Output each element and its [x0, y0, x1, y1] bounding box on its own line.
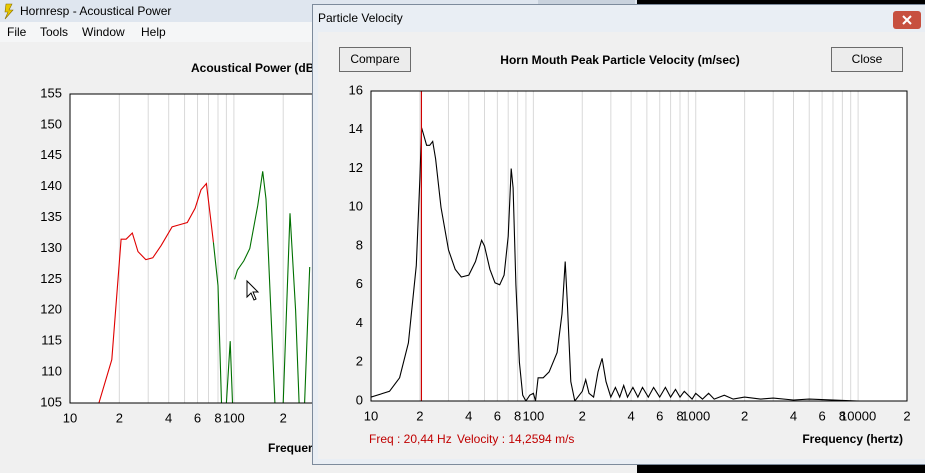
x-tick-label: 4 — [465, 408, 472, 423]
y-tick-label: 4 — [356, 315, 363, 330]
compare-label: Compare — [350, 52, 400, 66]
x-tick-label: 2 — [116, 410, 123, 425]
x-axis-label: Frequer — [268, 441, 313, 455]
x-tick-label: 100 — [523, 408, 545, 423]
y-tick-label: 140 — [40, 178, 62, 193]
y-tick-label: 2 — [356, 354, 363, 369]
y-tick-label: 105 — [40, 394, 62, 409]
menu-item[interactable]: Tools — [40, 25, 68, 39]
y-tick-label: 14 — [349, 121, 363, 136]
freq-readout: Freq : 20,44 Hz — [369, 432, 452, 446]
close-label: Close — [852, 52, 883, 66]
dialog-title: Particle Velocity — [318, 11, 403, 25]
y-tick-label: 0 — [356, 392, 363, 407]
y-tick-label: 130 — [40, 240, 62, 255]
menu-item[interactable]: Window — [82, 25, 125, 39]
x-tick-label: 1000 — [681, 408, 710, 423]
x-tick-label: 6 — [494, 408, 501, 423]
plot-border — [370, 90, 908, 402]
menu-item[interactable]: File — [7, 25, 27, 39]
y-tick-label: 115 — [41, 333, 62, 348]
main-title: Hornresp - Acoustical Power — [20, 4, 171, 18]
x-tick-label: 6 — [818, 408, 825, 423]
y-tick-label: 135 — [40, 209, 62, 224]
chart-title: Horn Mouth Peak Particle Velocity (m/sec… — [500, 53, 739, 67]
y-tick-label: 155 — [40, 85, 62, 100]
y-tick-label: 6 — [356, 276, 363, 291]
y-tick-label: 125 — [40, 271, 62, 286]
x-tick-label: 2 — [280, 410, 287, 425]
x-tick-label: 10 — [63, 410, 77, 425]
plot-area — [371, 91, 907, 401]
x-tick-label: 100 — [223, 410, 245, 425]
x-tick-label: 10 — [364, 408, 378, 423]
velocity-chart: Horn Mouth Peak Particle Velocity (m/sec… — [349, 53, 911, 446]
y-tick-label: 8 — [356, 237, 363, 252]
x-tick-label: 2 — [903, 408, 910, 423]
y-tick-label: 16 — [349, 82, 363, 97]
menu-item[interactable]: Help — [141, 25, 166, 39]
x-tick-label: 4 — [790, 408, 797, 423]
x-tick-label: 10000 — [840, 408, 876, 423]
x-tick-label: 2 — [741, 408, 748, 423]
y-tick-label: 10 — [349, 199, 363, 214]
close-x-glyph — [902, 15, 912, 25]
mouse-pointer — [246, 279, 260, 301]
y-tick-label: 12 — [349, 160, 363, 175]
data-line — [212, 171, 311, 403]
chart-title: Acoustical Power (dB — [191, 61, 315, 75]
y-tick-label: 120 — [40, 302, 62, 317]
desktop — [637, 0, 925, 5]
x-axis-label: Frequency (hertz) — [802, 432, 903, 446]
data-line — [371, 127, 907, 401]
y-tick-label: 150 — [40, 116, 62, 131]
close-button[interactable] — [831, 47, 903, 72]
data-line — [98, 182, 214, 403]
x-tick-label: 4 — [165, 410, 172, 425]
x-tick-label: 2 — [579, 408, 586, 423]
x-tick-label: 8 — [214, 410, 221, 425]
x-tick-label: 2 — [416, 408, 423, 423]
dialog-window: Particle Velocity Compare Close Horn Mou… — [312, 4, 925, 465]
velocity-readout: Velocity : 14,2594 m/s — [457, 432, 574, 446]
y-tick-label: 110 — [41, 364, 62, 379]
x-tick-label: 6 — [194, 410, 201, 425]
x-tick-label: 8 — [514, 408, 521, 423]
app-icon — [4, 3, 14, 20]
compare-button[interactable] — [339, 47, 411, 72]
x-tick-label: 8 — [839, 408, 846, 423]
x-tick-label: 8 — [676, 408, 683, 423]
x-tick-label: 4 — [628, 408, 635, 423]
x-tick-label: 6 — [656, 408, 663, 423]
y-tick-label: 145 — [40, 147, 62, 162]
